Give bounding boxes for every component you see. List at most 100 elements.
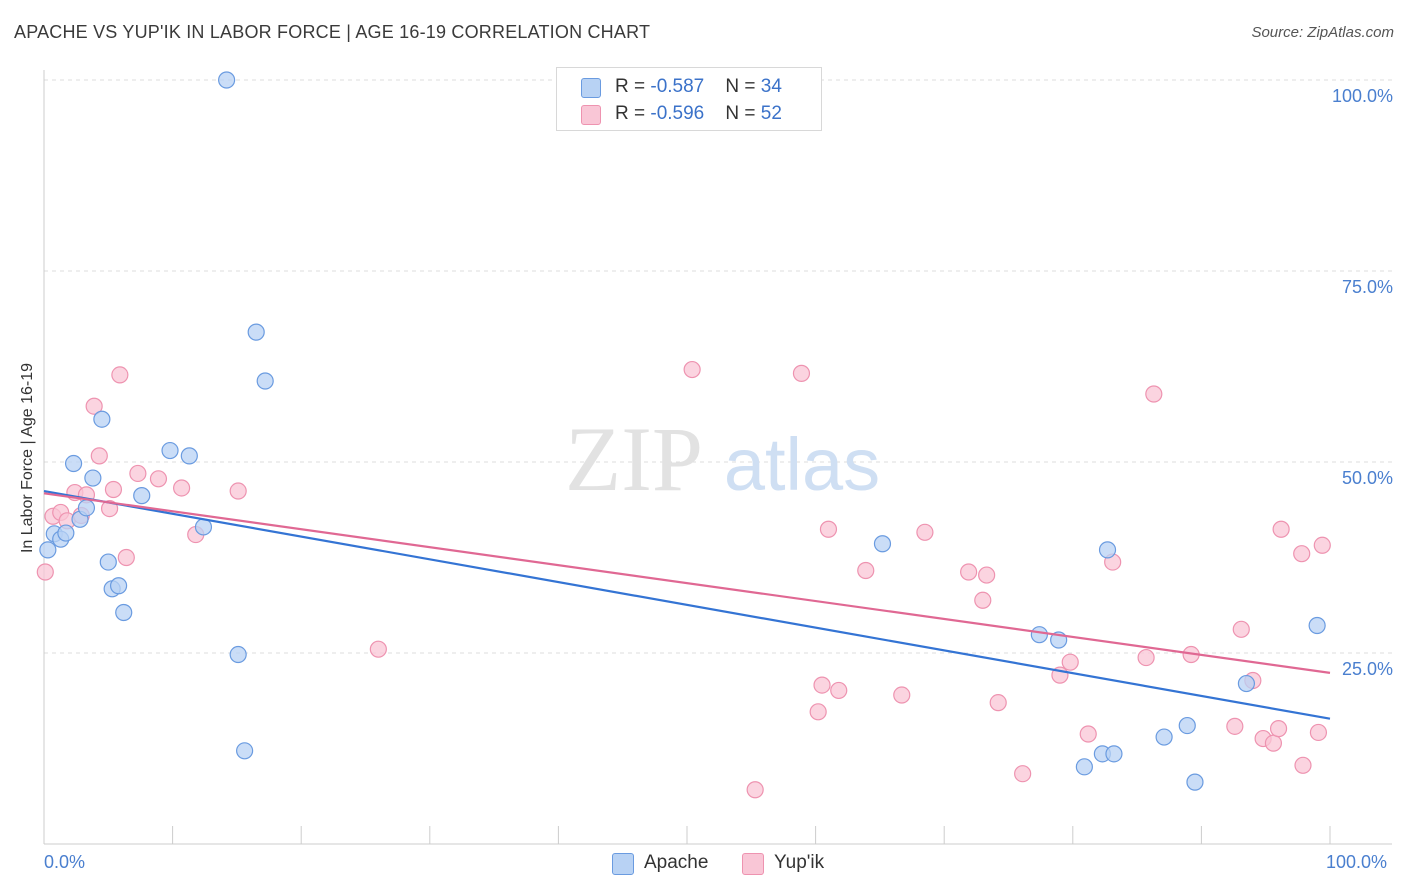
apache-point	[1030, 626, 1048, 644]
yupik-point	[792, 364, 811, 382]
yupik-point	[1272, 520, 1290, 538]
yupik-point	[90, 447, 108, 465]
apache-point	[229, 645, 247, 664]
yupik-point	[916, 523, 934, 541]
yupik-point	[683, 360, 701, 379]
yupik-point	[746, 781, 764, 799]
legend-yupik-text: R = -0.596 N = 52	[615, 103, 782, 125]
yupik-point	[813, 676, 831, 694]
yupik-point	[1137, 648, 1155, 667]
apache-point	[64, 454, 83, 473]
apache-point	[93, 410, 111, 428]
yupik-point	[974, 591, 992, 609]
apache-point	[873, 535, 892, 553]
yupik-r-label: R =	[615, 103, 651, 124]
yupik-point	[1232, 620, 1250, 638]
yupik-point	[36, 563, 54, 581]
x-tick-0: 0.0%	[44, 852, 86, 872]
apache-point	[1105, 745, 1123, 763]
apache-point	[133, 487, 151, 505]
yupik-r-value: -0.596	[650, 103, 705, 124]
yupik-point	[830, 681, 848, 700]
apache-n-value: 34	[760, 76, 782, 97]
trend-lines	[43, 489, 1331, 720]
apache-point	[1186, 773, 1204, 791]
apache-point	[236, 742, 254, 760]
apache-point	[1237, 674, 1256, 693]
y-tick-75: 75.0%	[1341, 277, 1393, 297]
yupik-point	[369, 640, 387, 658]
yupik-point	[1014, 765, 1032, 783]
bottom-apache-swatch	[612, 853, 634, 875]
yupik-point	[1061, 653, 1079, 671]
yupik-point	[989, 694, 1007, 712]
axes	[43, 70, 1392, 845]
yupik-point	[960, 563, 978, 581]
apache-point	[161, 441, 179, 460]
gridlines	[44, 79, 1392, 654]
chart-title: APACHE VS YUP'IK IN LABOR FORCE | AGE 16…	[14, 22, 651, 42]
apache-point	[1098, 541, 1117, 559]
yupik-n-label: N =	[725, 103, 761, 124]
apache-n-label: N =	[725, 76, 761, 97]
y-tick-50: 50.0%	[1341, 468, 1393, 488]
apache-point	[77, 499, 96, 517]
correlation-legend: R = -0.587 N = 34 R = -0.596 N = 52	[556, 67, 822, 131]
yupik-point	[1309, 723, 1328, 742]
yupik-point	[104, 480, 123, 499]
apache-point	[84, 469, 102, 487]
apache-swatch	[581, 78, 601, 98]
yupik-point	[117, 548, 135, 567]
apache-point	[115, 603, 133, 622]
yupik-point	[1293, 545, 1311, 563]
y-tick-100: 100.0%	[1331, 86, 1393, 106]
yupik-point	[1226, 717, 1244, 735]
apache-trend-line	[43, 489, 1331, 720]
bottom-yupik-label: Yup'ik	[774, 852, 825, 873]
bottom-apache-label: Apache	[644, 852, 709, 873]
watermark-zip: ZIP	[565, 408, 703, 510]
yupik-n-value: 52	[760, 103, 782, 124]
yupik-point	[1313, 536, 1331, 554]
yupik-point	[229, 482, 247, 500]
apache-r-label: R =	[615, 76, 651, 97]
y-tick-25: 25.0%	[1341, 659, 1393, 679]
x-tick-100: 100.0%	[1326, 852, 1388, 872]
yupik-point	[111, 366, 129, 384]
yupik-point	[173, 479, 191, 497]
yupik-point	[1294, 756, 1312, 774]
apache-point	[180, 447, 198, 465]
yupik-point	[978, 566, 996, 584]
yupik-point	[100, 500, 119, 518]
yupik-trend-line	[43, 492, 1331, 674]
apache-point	[218, 71, 236, 89]
apache-point	[1075, 758, 1093, 776]
yupik-point	[857, 561, 875, 580]
apache-point	[99, 553, 117, 571]
yupik-point	[809, 703, 827, 721]
yupik-point	[1145, 385, 1163, 403]
bottom-yupik-swatch	[742, 853, 764, 875]
apache-point	[57, 524, 75, 542]
legend-apache-text: R = -0.587 N = 34	[615, 76, 782, 98]
yupik-swatch	[581, 105, 601, 125]
apache-point	[247, 323, 265, 341]
yupik-point	[85, 397, 103, 415]
apache-point	[1178, 716, 1196, 735]
source-label: Source: ZipAtlas.com	[1251, 24, 1394, 41]
apache-point	[39, 541, 57, 559]
yupik-point	[1264, 734, 1283, 752]
yupik-point	[149, 470, 168, 488]
apache-r-value: -0.587	[650, 76, 705, 97]
yupik-point	[893, 686, 911, 704]
yupik-point	[1269, 720, 1288, 738]
apache-point	[256, 372, 274, 390]
apache-point	[1308, 616, 1326, 635]
yupik-point	[819, 520, 838, 538]
apache-point	[1155, 728, 1173, 746]
watermark-atlas: atlas	[724, 423, 880, 506]
apache-point	[109, 577, 128, 595]
yupik-point	[1079, 725, 1097, 743]
yupik-point	[129, 464, 147, 483]
